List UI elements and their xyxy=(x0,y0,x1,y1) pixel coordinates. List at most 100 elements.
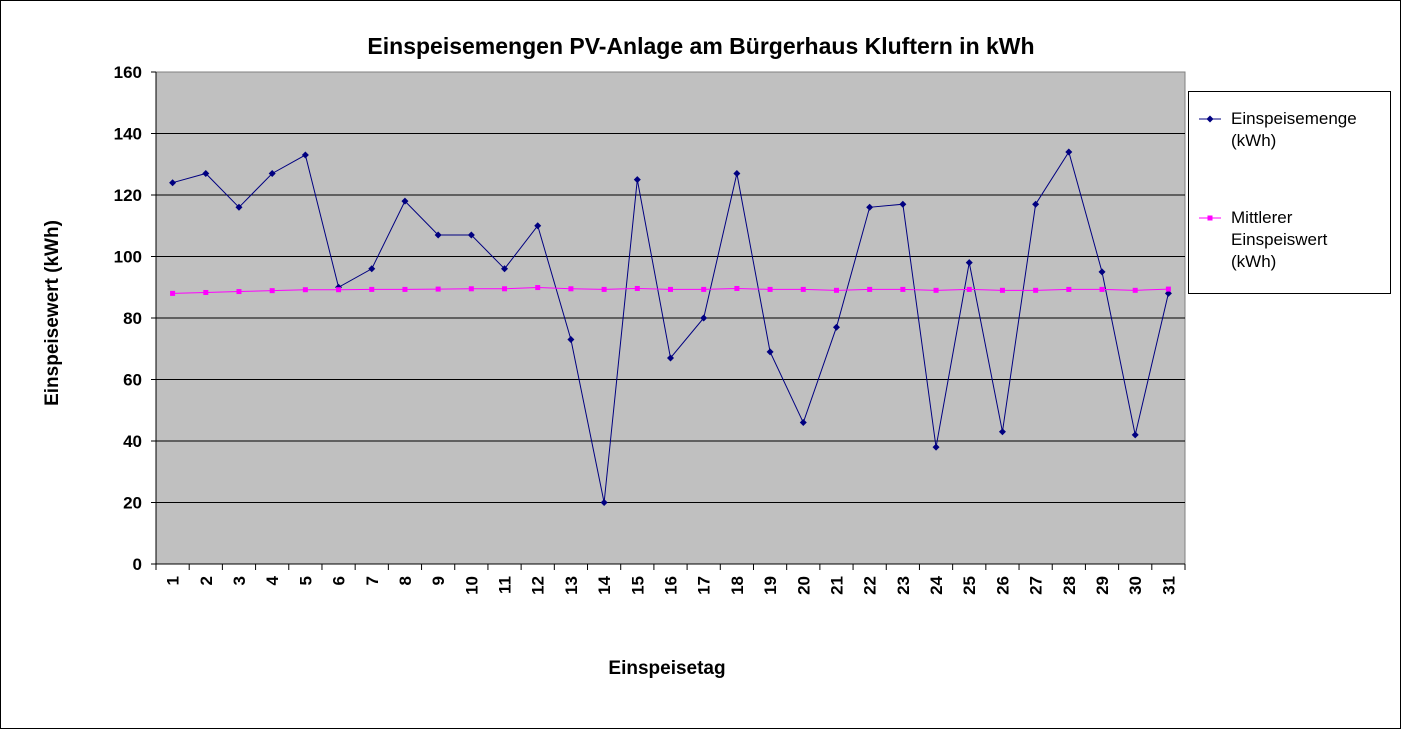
data-point-einspeisemenge xyxy=(799,419,807,427)
x-tick-label: 10 xyxy=(462,576,481,595)
y-axis-tick-labels: 0 20 40 60 80 100 120 140 160 xyxy=(114,63,142,574)
data-point-mittlerer-einspeiswert xyxy=(236,289,242,295)
legend-swatch-einspeisemenge xyxy=(1199,115,1221,123)
x-tick-label: 11 xyxy=(496,576,515,594)
y-tick-label: 20 xyxy=(123,494,142,513)
data-point-einspeisemenge xyxy=(733,169,741,177)
y-tick-label: 80 xyxy=(123,309,142,328)
y-tick-label: 60 xyxy=(123,371,142,390)
x-axis-label: Einspeisetag xyxy=(608,658,725,679)
data-point-mittlerer-einspeiswert xyxy=(1132,287,1138,293)
x-tick-label: 6 xyxy=(330,576,349,585)
data-point-einspeisemenge xyxy=(1131,431,1139,439)
x-tick-label: 24 xyxy=(927,575,946,594)
x-tick-label: 22 xyxy=(861,576,880,595)
y-tick-label: 160 xyxy=(114,63,142,82)
legend-label-einspeisemenge: Einspeisemenge (kWh) xyxy=(1231,109,1357,150)
data-point-einspeisemenge xyxy=(866,203,874,211)
x-tick-label: 31 xyxy=(1159,576,1178,595)
data-point-einspeisemenge xyxy=(1098,268,1106,276)
data-point-mittlerer-einspeiswert xyxy=(1033,287,1039,293)
x-tick-label: 17 xyxy=(695,576,714,595)
x-tick-label: 16 xyxy=(662,576,681,595)
x-tick-label: 28 xyxy=(1060,576,1079,595)
data-point-mittlerer-einspeiswert xyxy=(867,286,873,292)
y-axis-label: Einspeisewert (kWh) xyxy=(42,220,63,406)
legend-swatch-mittlerer-einspeiswert xyxy=(1199,215,1221,221)
data-point-einspeisemenge xyxy=(932,443,940,451)
data-point-mittlerer-einspeiswert xyxy=(568,286,574,292)
data-point-mittlerer-einspeiswert xyxy=(800,286,806,292)
data-point-mittlerer-einspeiswert xyxy=(402,286,408,292)
data-point-einspeisemenge xyxy=(998,428,1006,436)
x-tick-label: 12 xyxy=(529,576,548,595)
data-point-einspeisemenge xyxy=(501,265,509,273)
x-tick-label: 3 xyxy=(230,576,249,585)
y-tick-label: 40 xyxy=(123,432,142,451)
data-point-einspeisemenge xyxy=(1164,289,1172,297)
data-point-einspeisemenge xyxy=(965,259,973,267)
data-point-einspeisemenge xyxy=(169,179,177,187)
data-point-mittlerer-einspeiswert xyxy=(999,287,1005,293)
data-point-einspeisemenge xyxy=(235,203,243,211)
data-point-mittlerer-einspeiswert xyxy=(302,287,308,293)
x-axis-tick-labels: 1 2 3 4 5 6 7 8 9 10 11 12 13 14 15 16 17 18 19 20 21 22 23 24 2… xyxy=(164,575,1179,594)
data-point-einspeisemenge xyxy=(401,197,409,205)
x-tick-label: 7 xyxy=(363,576,382,585)
x-tick-label: 8 xyxy=(396,576,415,585)
x-tick-label: 19 xyxy=(761,576,780,595)
data-point-mittlerer-einspeiswert xyxy=(502,286,508,292)
x-tick-label: 29 xyxy=(1093,576,1112,595)
data-point-einspeisemenge xyxy=(1032,200,1040,208)
x-tick-label: 14 xyxy=(595,575,614,594)
data-point-mittlerer-einspeiswert xyxy=(734,285,740,291)
data-point-mittlerer-einspeiswert xyxy=(1066,286,1072,292)
x-tick-label: 20 xyxy=(794,576,813,595)
x-tick-label: 21 xyxy=(827,576,846,595)
y-tick-label: 100 xyxy=(114,248,142,267)
data-point-mittlerer-einspeiswert xyxy=(634,285,640,291)
data-point-einspeisemenge xyxy=(434,231,442,239)
x-tick-label: 13 xyxy=(562,576,581,595)
y-tick-label: 140 xyxy=(114,125,142,144)
legend-label-mittlerer-einspeiswert: Mittlerer Einspeiswert (kWh) xyxy=(1231,208,1328,271)
data-point-mittlerer-einspeiswert xyxy=(435,286,441,292)
x-tick-label: 5 xyxy=(296,576,315,585)
data-point-mittlerer-einspeiswert xyxy=(203,289,209,295)
data-point-mittlerer-einspeiswert xyxy=(668,286,673,292)
data-point-mittlerer-einspeiswert xyxy=(900,286,906,292)
data-point-einspeisemenge xyxy=(667,354,674,362)
data-point-einspeisemenge xyxy=(633,176,641,184)
data-point-einspeisemenge xyxy=(268,169,276,177)
data-point-einspeisemenge xyxy=(766,348,774,356)
x-tick-label: 18 xyxy=(728,576,747,595)
data-point-mittlerer-einspeiswert xyxy=(833,287,839,293)
data-point-einspeisemenge xyxy=(700,314,708,322)
data-point-einspeisemenge xyxy=(202,169,210,177)
data-point-mittlerer-einspeiswert xyxy=(468,286,474,292)
x-tick-label: 9 xyxy=(429,576,448,585)
data-point-mittlerer-einspeiswert xyxy=(767,286,773,292)
data-point-einspeisemenge xyxy=(467,231,475,239)
x-tick-label: 25 xyxy=(960,576,979,595)
data-point-mittlerer-einspeiswert xyxy=(269,288,275,294)
x-tick-label: 1 xyxy=(164,576,183,585)
y-tick-label: 120 xyxy=(114,186,142,205)
data-point-mittlerer-einspeiswert xyxy=(336,287,342,293)
data-point-mittlerer-einspeiswert xyxy=(933,287,939,293)
data-point-einspeisemenge xyxy=(600,499,608,506)
x-tick-label: 15 xyxy=(628,576,647,595)
y-tick-label: 0 xyxy=(133,555,142,574)
x-tick-label: 2 xyxy=(197,576,216,585)
gridlines xyxy=(156,133,1185,503)
x-tick-label: 4 xyxy=(263,575,282,585)
data-point-einspeisemenge xyxy=(899,200,907,208)
x-tick-label: 27 xyxy=(1027,576,1046,595)
series-layer xyxy=(169,148,1172,506)
data-point-einspeisemenge xyxy=(832,323,840,331)
data-point-mittlerer-einspeiswert xyxy=(966,286,972,292)
data-point-mittlerer-einspeiswert xyxy=(170,290,176,296)
x-tick-label: 26 xyxy=(993,576,1012,595)
x-tick-label: 23 xyxy=(894,576,913,595)
